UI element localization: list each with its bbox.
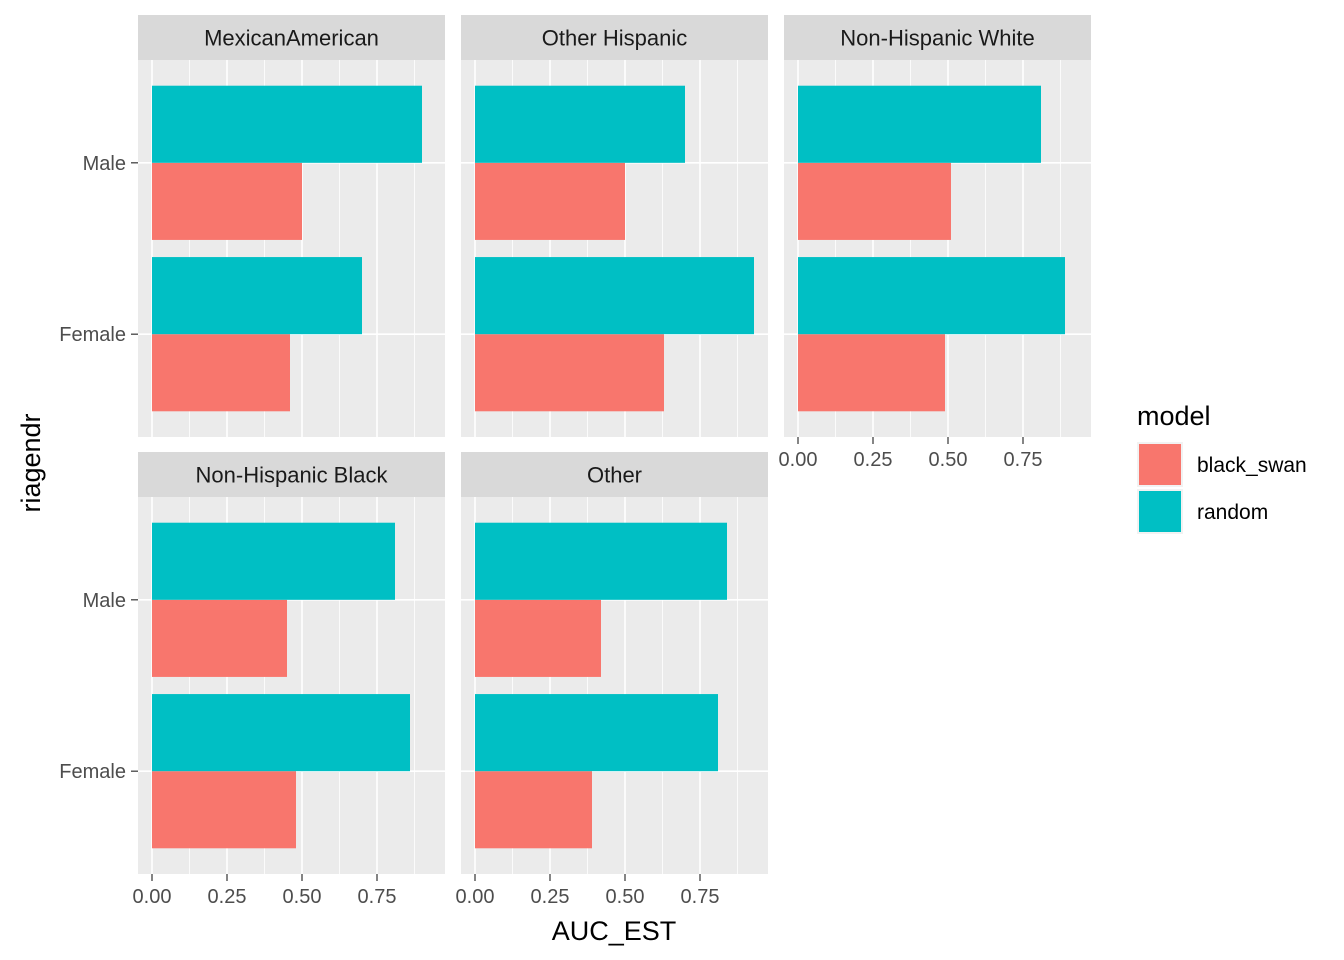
x-tick-label: 0.00: [779, 449, 818, 471]
x-tick-label: 0.00: [133, 886, 172, 908]
y-tick-label-female: Female: [59, 324, 126, 346]
x-tick-label: 0.25: [854, 449, 893, 471]
strip-label-other: Other: [587, 463, 642, 488]
strip-label-other-hispanic: Other Hispanic: [542, 26, 688, 51]
bar-other-hispanic-male-black-swan: [475, 162, 625, 240]
y-axis-title: riagendr: [16, 413, 46, 512]
x-tick-label: 0.00: [456, 886, 495, 908]
legend-key-black-swan: [1139, 444, 1181, 485]
strip-other: [461, 452, 768, 497]
panel-non-hispanic-white: Non-Hispanic White 0.00 0.25 0.50 0.75: [779, 15, 1091, 471]
panel-mexicanamerican: MexicanAmerican Female Male: [59, 15, 445, 437]
legend-label-random: random: [1197, 501, 1268, 524]
x-tick-label: 0.50: [283, 886, 322, 908]
bar-non-hispanic-white-female-black-swan: [798, 334, 945, 412]
panel-non-hispanic-black: Non-Hispanic Black Female Male 0.00 0.25 0.50…: [59, 452, 445, 908]
bar-non-hispanic-white-male-black-swan: [798, 162, 951, 240]
bar-other-hispanic-male-random: [475, 85, 685, 163]
bar-non-hispanic-black-male-black-swan: [152, 599, 287, 677]
x-tick-label: 0.75: [681, 886, 720, 908]
x-tick-label: 0.25: [531, 886, 570, 908]
panel-other-hispanic: Other Hispanic: [461, 15, 768, 437]
legend-title: model: [1137, 401, 1211, 431]
bar-other-male-black-swan: [475, 599, 601, 677]
bar-other-female-random: [475, 694, 718, 772]
legend-label-black-swan: black_swan: [1197, 454, 1307, 477]
y-tick-label-male: Male: [83, 153, 126, 175]
strip-other-hispanic: [461, 15, 768, 60]
bar-other-hispanic-female-random: [475, 257, 754, 335]
x-tick-label: 0.50: [606, 886, 645, 908]
bar-mexicanamerican-female-black-swan: [152, 334, 290, 412]
bar-non-hispanic-white-male-random: [798, 85, 1041, 163]
bar-non-hispanic-white-female-random: [798, 257, 1065, 335]
bar-non-hispanic-black-male-random: [152, 522, 395, 600]
x-tick-label: 0.25: [208, 886, 247, 908]
strip-label-non-hispanic-white: Non-Hispanic White: [840, 26, 1034, 51]
bar-non-hispanic-black-female-black-swan: [152, 771, 296, 849]
x-axis-title: AUC_EST: [552, 916, 677, 946]
bar-non-hispanic-black-female-random: [152, 694, 410, 772]
panels-layer: MexicanAmerican Female Male Other Hispanic N…: [59, 15, 1091, 908]
legend-key-random: [1139, 491, 1181, 532]
strip-mexicanamerican: [138, 15, 445, 60]
panel-other: Other 0.00 0.25 0.50 0.75: [456, 452, 768, 908]
strip-label-non-hispanic-black: Non-Hispanic Black: [196, 463, 389, 488]
bar-mexicanamerican-female-random: [152, 257, 362, 335]
bar-mexicanamerican-male-black-swan: [152, 162, 302, 240]
x-tick-label: 0.50: [929, 449, 968, 471]
strip-non-hispanic-white: [784, 15, 1091, 60]
x-tick-label: 0.75: [1004, 449, 1043, 471]
bar-other-hispanic-female-black-swan: [475, 334, 664, 412]
y-tick-label-male: Male: [83, 590, 126, 612]
bar-other-male-random: [475, 522, 727, 600]
y-tick-label-female: Female: [59, 761, 126, 783]
bar-mexicanamerican-male-random: [152, 85, 422, 163]
bar-other-female-black-swan: [475, 771, 592, 849]
x-tick-label: 0.75: [358, 886, 397, 908]
strip-label-mexicanamerican: MexicanAmerican: [204, 26, 379, 51]
strip-non-hispanic-black: [138, 452, 445, 497]
